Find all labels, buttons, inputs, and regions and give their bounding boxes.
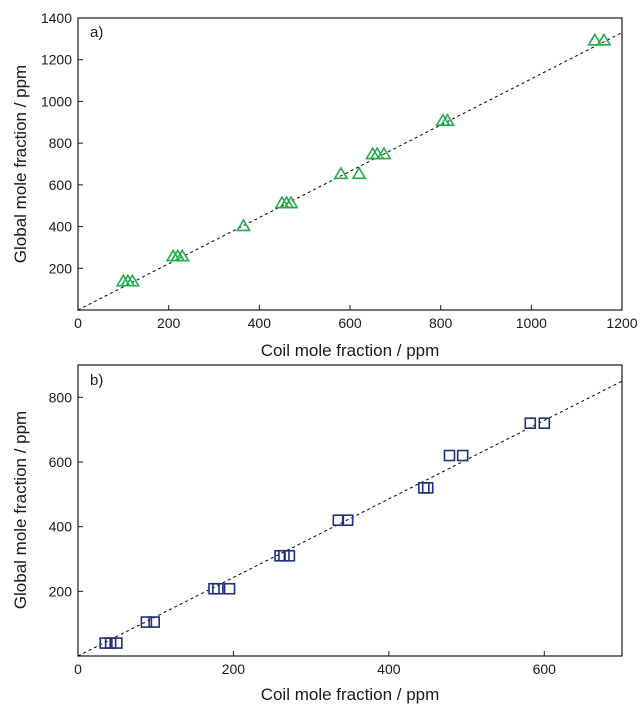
x-tick-label: 1200	[606, 315, 637, 331]
data-point-triangle	[124, 273, 140, 287]
data-point-square	[538, 417, 551, 430]
panel-a-scatter: 0 200 400 600 800 1000 1200 200 400 600 800 1000 12…	[11, 10, 638, 360]
data-point-square	[148, 616, 160, 628]
data-point-square	[212, 582, 224, 595]
y-tick-label: 1400	[41, 10, 72, 26]
y-tick-label: 200	[49, 260, 73, 276]
data-point-square	[341, 514, 354, 527]
data-point-triangle	[333, 166, 349, 180]
panel-a-y-axis-title: Global mole fraction / ppm	[11, 65, 30, 263]
x-tick-label: 200	[222, 661, 246, 677]
y-tick-label: 1000	[41, 93, 72, 109]
panel-a-fit-line	[77, 32, 623, 311]
data-point-square	[140, 616, 153, 628]
panel-b-label: b)	[90, 372, 103, 389]
fit-line	[77, 32, 623, 311]
data-point-triangle	[376, 146, 392, 160]
data-point-square	[223, 582, 236, 595]
data-point-triangle	[283, 195, 299, 209]
data-point-square	[104, 637, 117, 649]
data-point-square	[456, 449, 469, 462]
x-tick-label: 800	[429, 315, 453, 331]
panel-b-points	[99, 417, 551, 649]
y-tick-label: 600	[49, 177, 73, 193]
panel-b-y-axis-title: Global mole fraction / ppm	[11, 411, 30, 609]
x-tick-label: 1000	[516, 315, 547, 331]
x-tick-label: 600	[338, 315, 362, 331]
x-tick-label: 200	[157, 315, 181, 331]
data-point-square	[111, 637, 123, 649]
y-tick-label: 400	[49, 219, 73, 235]
data-point-triangle	[439, 113, 456, 126]
panel-b-scatter: 0 200 400 600 200 400 600 800 b) Coil mole fra…	[11, 364, 623, 704]
data-point-square	[283, 549, 296, 562]
y-tick-label: 200	[49, 583, 73, 599]
y-tick-label: 800	[49, 389, 73, 405]
panel-b-x-axis-title: Coil mole fraction / ppm	[261, 685, 440, 704]
panel-a-y-ticks: 200 400 600 800 1000 1200 1400	[41, 10, 83, 276]
data-point-square	[332, 514, 345, 527]
panel-a-label: a)	[90, 24, 103, 41]
data-point-triangle	[235, 218, 252, 232]
x-tick-label: 0	[74, 661, 82, 677]
x-tick-label: 0	[74, 315, 82, 331]
x-tick-label: 400	[377, 661, 401, 677]
data-point-triangle	[174, 248, 190, 262]
panel-a-x-axis-title: Coil mole fraction / ppm	[261, 341, 440, 360]
data-point-square	[421, 482, 434, 494]
panel-b-y-ticks: 200 400 600 800	[49, 389, 83, 599]
y-tick-label: 800	[49, 135, 73, 151]
y-tick-label: 400	[49, 519, 73, 535]
data-point-triangle	[351, 166, 367, 180]
data-point-square	[418, 482, 430, 494]
panel-b-frame	[77, 364, 623, 657]
panel-a-x-ticks: 0 200 400 600 800 1000 1200	[74, 305, 638, 331]
panel-a-points	[115, 32, 612, 287]
data-point-square	[524, 417, 537, 430]
x-tick-label: 400	[248, 315, 272, 331]
panel-b-x-ticks: 0 200 400 600	[74, 651, 556, 677]
y-tick-label: 600	[49, 454, 73, 470]
data-point-triangle	[596, 32, 612, 46]
y-tick-label: 1200	[41, 52, 72, 68]
data-point-triangle	[587, 32, 603, 46]
x-tick-label: 600	[533, 661, 557, 677]
fit-line	[77, 380, 623, 657]
panel-b-fit-line	[77, 380, 623, 657]
panel-a-frame	[77, 17, 623, 311]
data-point-square	[443, 449, 456, 462]
